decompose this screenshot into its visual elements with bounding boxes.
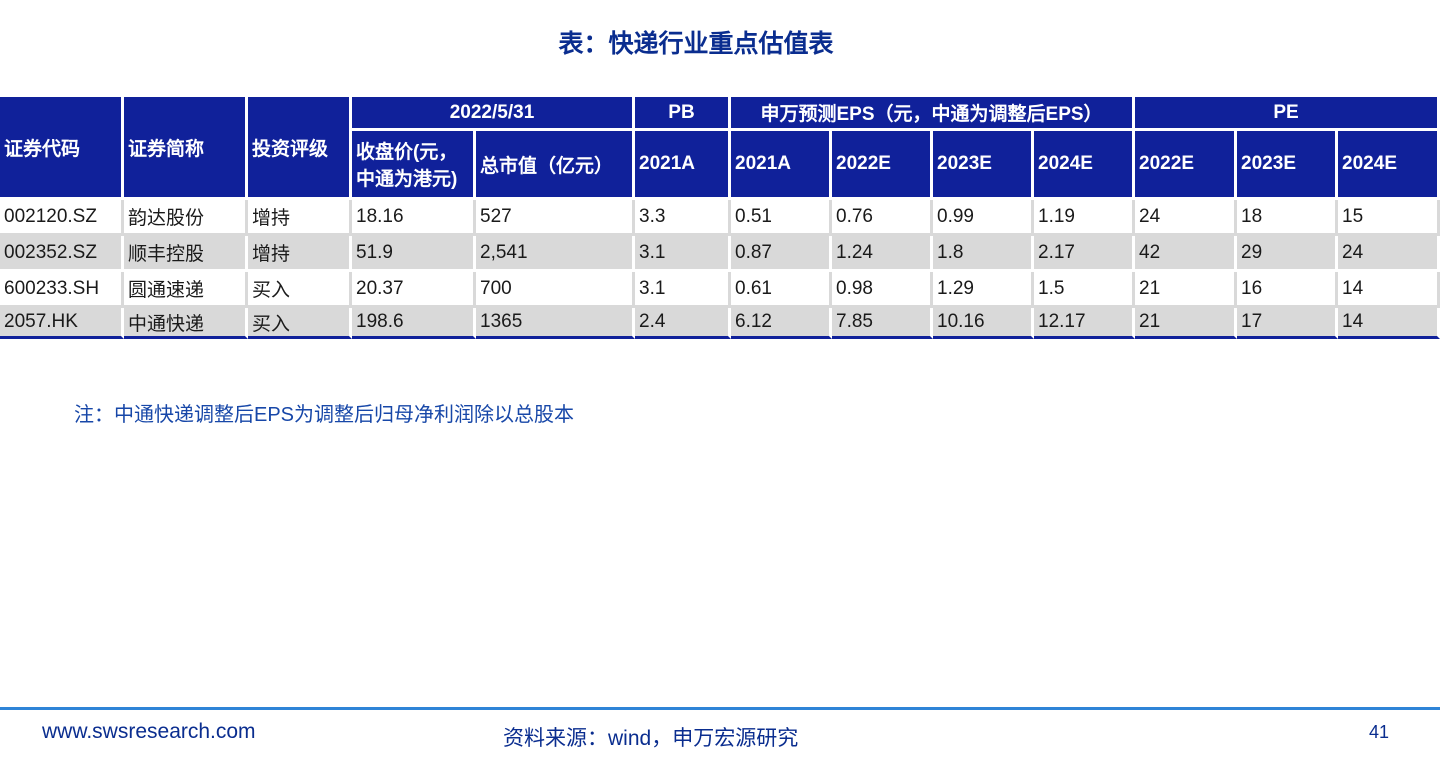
table-cell: 1.5 xyxy=(1034,272,1136,308)
col-header-eps-2021a: 2021A xyxy=(731,131,832,200)
col-header-name: 证券简称 xyxy=(124,97,248,200)
table-cell: 10.16 xyxy=(933,308,1034,339)
table-cell: 51.9 xyxy=(352,236,476,272)
header-row-groups: 证券代码 证券简称 投资评级 2022/5/31 PB 申万预测EPS（元，中通… xyxy=(0,97,1440,200)
table-row: 600233.SH 圆通速递 买入 20.37 700 3.1 0.61 0.98 1.29 1.… xyxy=(0,272,1440,308)
footer-divider xyxy=(0,707,1440,710)
table-cell: 24 xyxy=(1135,200,1238,236)
table-cell: 24 xyxy=(1338,236,1440,272)
table-row: 002120.SZ 韵达股份 增持 18.16 527 3.3 0.51 0.76 0.99 1.… xyxy=(0,200,1440,236)
header-row-sub: 收盘价(元，中通为港元) 总市值（亿元） 2021A 2021A 2022E 2… xyxy=(0,131,1440,200)
table-cell: 1.24 xyxy=(832,236,933,272)
table-cell: 16 xyxy=(1237,272,1339,308)
col-header-pe-2022e: 2022E xyxy=(1135,131,1238,200)
table-cell: 7.85 xyxy=(832,308,933,339)
table-row: 2057.HK 中通快递 买入 198.6 1365 2.4 6.12 7.85 10.16 12… xyxy=(0,308,1440,339)
table-body: 002120.SZ 韵达股份 增持 18.16 527 3.3 0.51 0.76 0.99 1.… xyxy=(0,200,1440,339)
valuation-table: 证券代码 证券简称 投资评级 2022/5/31 PB 申万预测EPS（元，中通… xyxy=(0,97,1440,339)
table-cell: 0.76 xyxy=(832,200,933,236)
table-cell: 1365 xyxy=(476,308,635,339)
table-cell: 15 xyxy=(1338,200,1440,236)
table-cell: 1.8 xyxy=(933,236,1034,272)
group-header-eps: 申万预测EPS（元，中通为调整后EPS） xyxy=(731,97,1136,131)
table-cell: 600233.SH xyxy=(0,272,124,308)
col-header-pb-2021a: 2021A xyxy=(635,131,731,200)
table-cell: 韵达股份 xyxy=(124,200,248,236)
page-title: 表：快递行业重点估值表 xyxy=(558,30,834,58)
table-cell: 527 xyxy=(476,200,635,236)
table-cell: 0.99 xyxy=(933,200,1034,236)
table-cell: 12.17 xyxy=(1034,308,1136,339)
table-cell: 买入 xyxy=(248,272,352,308)
col-header-pe-2024e: 2024E xyxy=(1338,131,1440,200)
table-cell: 1.19 xyxy=(1034,200,1136,236)
table-cell: 3.1 xyxy=(635,236,731,272)
col-header-pe-2023e: 2023E xyxy=(1237,131,1339,200)
col-header-code: 证券代码 xyxy=(0,97,124,200)
table-cell: 29 xyxy=(1237,236,1339,272)
website-link[interactable]: www.swsresearch.com xyxy=(42,720,256,743)
group-header-date: 2022/5/31 xyxy=(352,97,635,131)
footnote: 注：中通快递调整后EPS为调整后归母净利润除以总股本 xyxy=(74,404,575,426)
table-cell: 0.87 xyxy=(731,236,832,272)
table-cell: 2057.HK xyxy=(0,308,124,339)
group-header-pe: PE xyxy=(1135,97,1440,131)
table-cell: 0.51 xyxy=(731,200,832,236)
page-number: 41 xyxy=(1369,722,1390,742)
table-cell: 买入 xyxy=(248,308,352,339)
col-header-close: 收盘价(元，中通为港元) xyxy=(352,131,476,200)
table-cell: 3.3 xyxy=(635,200,731,236)
col-header-rating: 投资评级 xyxy=(248,97,352,200)
table-cell: 2.4 xyxy=(635,308,731,339)
table-cell: 1.29 xyxy=(933,272,1034,308)
table-cell: 0.61 xyxy=(731,272,832,308)
table-cell: 17 xyxy=(1237,308,1339,339)
table-cell: 21 xyxy=(1135,308,1238,339)
table-cell: 增持 xyxy=(248,200,352,236)
table-row: 002352.SZ 顺丰控股 增持 51.9 2,541 3.1 0.87 1.24 1.8 2.… xyxy=(0,236,1440,272)
table-cell: 002352.SZ xyxy=(0,236,124,272)
table-cell: 42 xyxy=(1135,236,1238,272)
table-cell: 002120.SZ xyxy=(0,200,124,236)
table-cell: 2,541 xyxy=(476,236,635,272)
table-cell: 3.1 xyxy=(635,272,731,308)
table-cell: 2.17 xyxy=(1034,236,1136,272)
col-header-eps-2024e: 2024E xyxy=(1034,131,1136,200)
table-cell: 198.6 xyxy=(352,308,476,339)
table-cell: 21 xyxy=(1135,272,1238,308)
col-header-eps-2022e: 2022E xyxy=(832,131,933,200)
table-cell: 700 xyxy=(476,272,635,308)
table-cell: 14 xyxy=(1338,308,1440,339)
table-cell: 6.12 xyxy=(731,308,832,339)
col-header-eps-2023e: 2023E xyxy=(933,131,1034,200)
table-cell: 中通快递 xyxy=(124,308,248,339)
valuation-table-container: 证券代码 证券简称 投资评级 2022/5/31 PB 申万预测EPS（元，中通… xyxy=(0,97,1440,339)
table-cell: 20.37 xyxy=(352,272,476,308)
col-header-mcap: 总市值（亿元） xyxy=(476,131,635,200)
table-cell: 圆通速递 xyxy=(124,272,248,308)
group-header-pb: PB xyxy=(635,97,731,131)
source-note: 资料来源：wind，申万宏源研究 xyxy=(503,727,799,750)
table-cell: 18 xyxy=(1237,200,1339,236)
table-cell: 14 xyxy=(1338,272,1440,308)
table-cell: 增持 xyxy=(248,236,352,272)
table-cell: 18.16 xyxy=(352,200,476,236)
table-cell: 顺丰控股 xyxy=(124,236,248,272)
table-cell: 0.98 xyxy=(832,272,933,308)
